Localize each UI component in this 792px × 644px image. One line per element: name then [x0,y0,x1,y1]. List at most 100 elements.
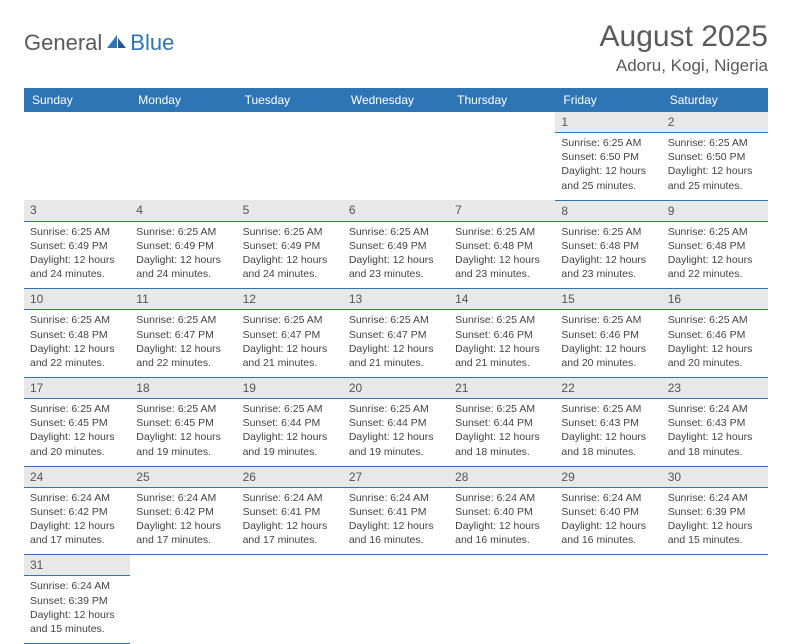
day-detail-cell: Sunrise: 6:24 AMSunset: 6:42 PMDaylight:… [130,487,236,555]
sunrise-line: Sunrise: 6:25 AM [561,225,655,239]
day-detail-cell: Sunrise: 6:24 AMSunset: 6:41 PMDaylight:… [343,487,449,555]
day-number-cell [449,555,555,576]
day-number-cell [449,112,555,133]
day-number-cell: 2 [662,112,768,133]
sunrise-line: Sunrise: 6:25 AM [243,402,337,416]
day-number-cell: 16 [662,289,768,310]
sunrise-line: Sunrise: 6:24 AM [455,491,549,505]
sunset-line: Sunset: 6:46 PM [561,328,655,342]
day-number-cell: 18 [130,378,236,399]
day-number-cell: 9 [662,200,768,221]
day-number-cell [130,112,236,133]
daylight-line: Daylight: 12 hours and 25 minutes. [668,164,762,192]
day-number-cell: 29 [555,466,661,487]
day-detail-cell: Sunrise: 6:25 AMSunset: 6:46 PMDaylight:… [449,310,555,378]
day-detail-cell [449,576,555,644]
day-detail-cell: Sunrise: 6:24 AMSunset: 6:43 PMDaylight:… [662,399,768,467]
day-detail-cell [555,576,661,644]
day-detail-cell: Sunrise: 6:25 AMSunset: 6:44 PMDaylight:… [449,399,555,467]
sunrise-line: Sunrise: 6:25 AM [30,225,124,239]
daylight-line: Daylight: 12 hours and 17 minutes. [30,519,124,547]
day-number-cell: 10 [24,289,130,310]
day-number-cell: 5 [237,200,343,221]
day-detail-cell: Sunrise: 6:25 AMSunset: 6:48 PMDaylight:… [24,310,130,378]
sunset-line: Sunset: 6:47 PM [243,328,337,342]
sunset-line: Sunset: 6:44 PM [349,416,443,430]
day-number-cell: 12 [237,289,343,310]
sunset-line: Sunset: 6:49 PM [243,239,337,253]
day-number-cell [343,112,449,133]
weekday-header: Friday [555,88,661,112]
day-number-row: 3456789 [24,200,768,221]
sunrise-line: Sunrise: 6:25 AM [455,313,549,327]
day-number-cell: 4 [130,200,236,221]
sunrise-line: Sunrise: 6:25 AM [243,313,337,327]
day-number-cell: 14 [449,289,555,310]
day-detail-cell [343,133,449,201]
weekday-header: Tuesday [237,88,343,112]
day-detail-cell: Sunrise: 6:24 AMSunset: 6:39 PMDaylight:… [24,576,130,644]
sunset-line: Sunset: 6:44 PM [455,416,549,430]
day-number-cell: 19 [237,378,343,399]
day-detail-cell: Sunrise: 6:25 AMSunset: 6:50 PMDaylight:… [662,133,768,201]
daylight-line: Daylight: 12 hours and 23 minutes. [349,253,443,281]
sunset-line: Sunset: 6:44 PM [243,416,337,430]
day-detail-cell [130,133,236,201]
weekday-header-row: SundayMondayTuesdayWednesdayThursdayFrid… [24,88,768,112]
weekday-header: Saturday [662,88,768,112]
day-number-cell: 23 [662,378,768,399]
sunset-line: Sunset: 6:45 PM [136,416,230,430]
weekday-header: Monday [130,88,236,112]
day-detail-cell: Sunrise: 6:24 AMSunset: 6:41 PMDaylight:… [237,487,343,555]
daylight-line: Daylight: 12 hours and 23 minutes. [455,253,549,281]
sunrise-line: Sunrise: 6:25 AM [561,136,655,150]
daylight-line: Daylight: 12 hours and 21 minutes. [243,342,337,370]
day-detail-cell: Sunrise: 6:25 AMSunset: 6:49 PMDaylight:… [237,221,343,289]
day-detail-row: Sunrise: 6:24 AMSunset: 6:42 PMDaylight:… [24,487,768,555]
weekday-header: Wednesday [343,88,449,112]
daylight-line: Daylight: 12 hours and 15 minutes. [30,608,124,636]
sunset-line: Sunset: 6:49 PM [136,239,230,253]
day-number-cell [555,555,661,576]
sunset-line: Sunset: 6:41 PM [349,505,443,519]
day-number-cell: 8 [555,200,661,221]
day-detail-cell: Sunrise: 6:24 AMSunset: 6:40 PMDaylight:… [555,487,661,555]
title-block: August 2025 Adoru, Kogi, Nigeria [600,20,768,76]
sunset-line: Sunset: 6:46 PM [668,328,762,342]
day-number-cell: 6 [343,200,449,221]
sunrise-line: Sunrise: 6:25 AM [30,313,124,327]
day-number-cell: 13 [343,289,449,310]
daylight-line: Daylight: 12 hours and 19 minutes. [136,430,230,458]
sunrise-line: Sunrise: 6:24 AM [136,491,230,505]
logo: General Blue [24,20,174,56]
daylight-line: Daylight: 12 hours and 22 minutes. [30,342,124,370]
day-detail-cell: Sunrise: 6:25 AMSunset: 6:44 PMDaylight:… [237,399,343,467]
sunrise-line: Sunrise: 6:25 AM [349,402,443,416]
day-number-cell: 1 [555,112,661,133]
logo-sail-icon [106,34,128,55]
day-detail-cell: Sunrise: 6:25 AMSunset: 6:50 PMDaylight:… [555,133,661,201]
daylight-line: Daylight: 12 hours and 18 minutes. [561,430,655,458]
sunset-line: Sunset: 6:48 PM [561,239,655,253]
sunset-line: Sunset: 6:49 PM [30,239,124,253]
day-number-cell: 30 [662,466,768,487]
day-detail-cell [449,133,555,201]
daylight-line: Daylight: 12 hours and 21 minutes. [455,342,549,370]
sunrise-line: Sunrise: 6:25 AM [243,225,337,239]
sunrise-line: Sunrise: 6:25 AM [561,402,655,416]
sunset-line: Sunset: 6:41 PM [243,505,337,519]
day-detail-row: Sunrise: 6:24 AMSunset: 6:39 PMDaylight:… [24,576,768,644]
day-detail-row: Sunrise: 6:25 AMSunset: 6:49 PMDaylight:… [24,221,768,289]
day-number-cell: 21 [449,378,555,399]
day-detail-cell: Sunrise: 6:24 AMSunset: 6:39 PMDaylight:… [662,487,768,555]
day-detail-cell: Sunrise: 6:24 AMSunset: 6:40 PMDaylight:… [449,487,555,555]
day-number-row: 17181920212223 [24,378,768,399]
daylight-line: Daylight: 12 hours and 23 minutes. [561,253,655,281]
day-number-cell: 28 [449,466,555,487]
logo-text-general: General [24,30,102,56]
daylight-line: Daylight: 12 hours and 21 minutes. [349,342,443,370]
day-detail-row: Sunrise: 6:25 AMSunset: 6:45 PMDaylight:… [24,399,768,467]
sunrise-line: Sunrise: 6:25 AM [455,402,549,416]
daylight-line: Daylight: 12 hours and 24 minutes. [136,253,230,281]
sunrise-line: Sunrise: 6:24 AM [30,491,124,505]
